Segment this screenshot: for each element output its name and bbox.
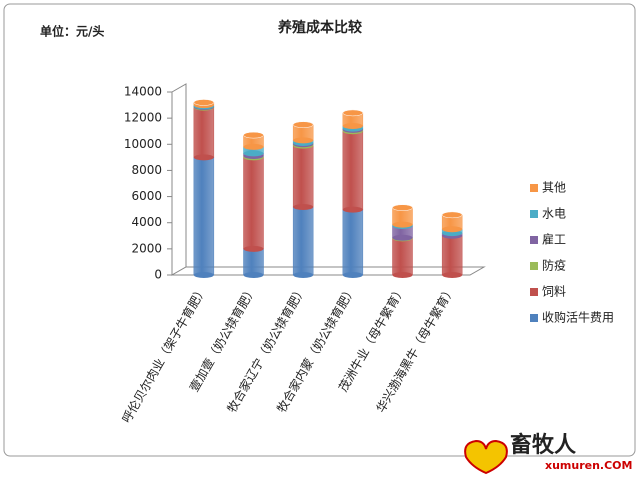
bar-cap: [292, 121, 314, 128]
y-tick-label: 14000: [124, 85, 162, 99]
bar-base: [243, 143, 264, 150]
legend-swatch: [530, 184, 538, 192]
y-tick-label: 10000: [124, 137, 162, 151]
y-tick-label: 0: [154, 268, 162, 282]
bar-cap: [392, 204, 413, 211]
bar-segment: [342, 209, 364, 276]
y-tick-label: 6000: [131, 189, 162, 203]
y-tick-label: 2000: [131, 241, 162, 255]
legend-label: 饲料: [542, 285, 566, 299]
legend-label: 防疫: [542, 258, 566, 273]
legend-label: 收购活牛费用: [542, 310, 614, 325]
bar-base: [243, 150, 264, 157]
bar-base: [442, 226, 463, 233]
watermark-name: 畜牧人: [510, 432, 576, 458]
legend-swatch: [530, 210, 538, 218]
bar-base: [293, 272, 314, 278]
logo: [464, 439, 508, 475]
chart-frame: [3, 3, 636, 457]
bar-base: [193, 272, 214, 278]
y-tick-label: 4000: [131, 215, 162, 229]
legend-label: 水电: [542, 207, 566, 221]
bar-base: [392, 234, 413, 241]
bar-base: [193, 154, 214, 161]
bar-segment: [392, 238, 413, 276]
bar-base: [392, 221, 413, 228]
legend-swatch: [530, 314, 538, 322]
bar-base: [293, 204, 314, 211]
bar-segment: [342, 130, 364, 210]
bar-base: [243, 245, 264, 252]
legend-label: 其他: [542, 181, 566, 195]
bar-base: [243, 272, 264, 278]
bar-cap: [243, 131, 264, 139]
bar-base: [342, 206, 363, 213]
bar-segment: [292, 206, 314, 276]
bar-base: [342, 272, 363, 278]
legend-swatch: [530, 262, 538, 270]
bar-segment: [193, 107, 215, 158]
bar-segment: [243, 157, 264, 250]
bar-segment: [441, 235, 463, 276]
bar-cap: [193, 99, 215, 106]
back-wall: [171, 83, 187, 276]
floor: [170, 266, 486, 276]
bar-segment: [292, 145, 314, 208]
bar-segment: [193, 157, 215, 276]
y-tick-label: 12000: [124, 111, 162, 125]
legend-swatch: [530, 288, 538, 296]
unit-label: 单位：元/头: [40, 24, 104, 39]
bar-base: [342, 122, 363, 129]
bar-cap: [441, 211, 463, 219]
bar-base: [392, 272, 413, 278]
legend-swatch: [530, 236, 538, 244]
bar-base: [442, 272, 463, 278]
legend-label: 雇工: [542, 232, 566, 247]
watermark-site: xumuren.COM: [545, 459, 632, 472]
bar-segment: [243, 248, 264, 276]
bar-cap: [342, 109, 364, 117]
y-tick-label: 8000: [131, 163, 162, 177]
bar-base: [293, 137, 314, 144]
chart-title: 养殖成本比较: [277, 19, 362, 36]
